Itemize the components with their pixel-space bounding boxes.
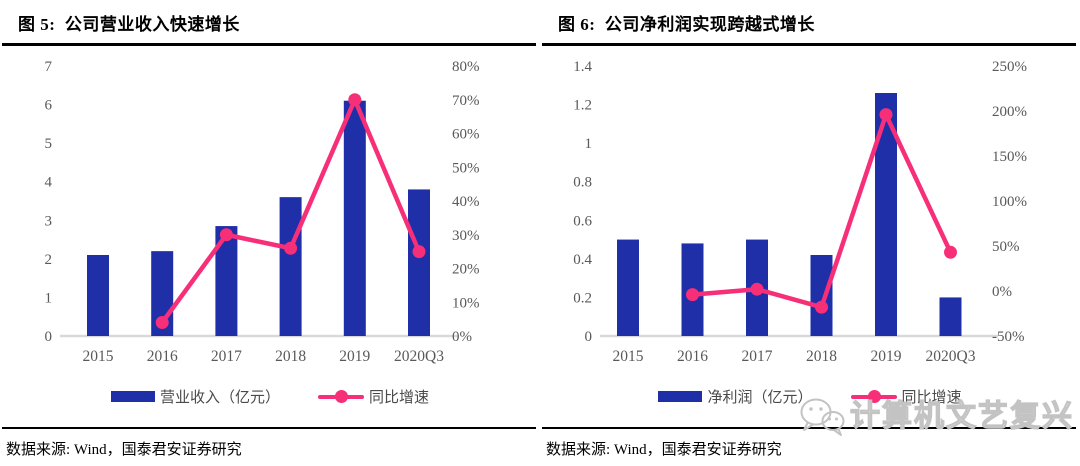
svg-text:100%: 100%	[992, 194, 1027, 210]
svg-text:2020Q3: 2020Q3	[394, 348, 444, 365]
svg-text:0: 0	[45, 329, 53, 345]
svg-text:1: 1	[45, 290, 53, 306]
svg-text:5: 5	[45, 136, 53, 152]
svg-text:0.8: 0.8	[573, 175, 592, 191]
svg-text:50%: 50%	[992, 239, 1020, 255]
panel-figure6: 图 6: 公司净利润实现跨越式增长 0 0.2 0.4 0.6 0.8 1 1.2 1.4 -5…	[540, 0, 1080, 466]
svg-text:1: 1	[585, 136, 593, 152]
svg-text:2019: 2019	[339, 348, 370, 365]
svg-text:200%: 200%	[992, 104, 1027, 120]
figure5-source: 数据来源: Wind，国泰君安证券研究	[2, 427, 536, 466]
svg-text:0: 0	[585, 329, 593, 345]
legend-item-revenue: 营业收入（亿元）	[110, 386, 280, 407]
line-swatch-icon	[318, 390, 364, 403]
panel-figure5: 图 5: 公司营业收入快速增长 0 1 2 3 4 5 6 7 0% 10% 20% 30% 40% 50…	[0, 8, 540, 466]
svg-text:20%: 20%	[452, 262, 480, 278]
svg-text:2015: 2015	[83, 348, 114, 365]
line-swatch-icon	[850, 390, 897, 403]
svg-text:2017: 2017	[211, 348, 242, 365]
svg-text:0.6: 0.6	[573, 213, 592, 229]
svg-text:70%: 70%	[452, 93, 480, 109]
legend-label-revenue: 营业收入（亿元）	[159, 390, 280, 406]
legend-label-yoy-growth: 同比增速	[369, 390, 430, 406]
svg-text:60%: 60%	[452, 127, 480, 143]
svg-text:2017: 2017	[742, 348, 773, 365]
svg-text:3: 3	[45, 213, 53, 229]
legend-label-yoy-growth: 同比增速	[901, 390, 962, 406]
svg-text:50%: 50%	[452, 160, 480, 176]
figure5-legend: 营业收入（亿元） 同比增速	[0, 386, 540, 407]
svg-text:150%: 150%	[992, 149, 1027, 165]
figure6-legend: 净利润（亿元） 同比增速	[540, 386, 1080, 407]
svg-text:1.4: 1.4	[573, 59, 592, 75]
svg-text:2016: 2016	[147, 348, 178, 365]
svg-text:1.2: 1.2	[573, 98, 592, 114]
legend-item-net-profit: 净利润（亿元）	[658, 386, 813, 407]
figure5-title: 图 5: 公司营业收入快速增长	[2, 8, 536, 46]
svg-text:10%: 10%	[452, 295, 480, 311]
svg-text:4: 4	[45, 175, 53, 191]
legend-item-yoy-growth: 同比增速	[318, 386, 429, 407]
bar-swatch-icon	[110, 391, 155, 402]
legend-item-yoy-growth: 同比增速	[850, 386, 962, 407]
svg-text:2: 2	[45, 252, 53, 268]
svg-text:2016: 2016	[677, 348, 708, 365]
figure6-title: 图 6: 公司净利润实现跨越式增长	[542, 8, 1076, 46]
legend-label-net-profit: 净利润（亿元）	[707, 390, 813, 406]
svg-text:80%: 80%	[452, 59, 480, 75]
svg-text:0%: 0%	[452, 329, 472, 345]
svg-text:6: 6	[45, 98, 53, 114]
figure6-source: 数据来源: Wind，国泰君安证券研究	[542, 427, 1076, 466]
svg-text:40%: 40%	[452, 194, 480, 210]
net-profit-chart-canvas: 0 0.2 0.4 0.6 0.8 1 1.2 1.4 -50% 0% 50% 100% 150% 200…	[573, 59, 1027, 365]
svg-text:250%: 250%	[992, 59, 1027, 75]
svg-text:0.2: 0.2	[573, 290, 592, 306]
bar-swatch-icon	[658, 391, 703, 402]
svg-text:0.4: 0.4	[573, 252, 592, 268]
svg-text:2015: 2015	[613, 348, 644, 365]
svg-text:2018: 2018	[806, 348, 837, 365]
svg-text:2019: 2019	[871, 348, 902, 365]
svg-text:2018: 2018	[275, 348, 306, 365]
svg-text:-50%: -50%	[992, 329, 1025, 345]
svg-text:2020Q3: 2020Q3	[926, 348, 976, 365]
svg-text:30%: 30%	[452, 228, 480, 244]
svg-text:0%: 0%	[992, 284, 1012, 300]
svg-text:7: 7	[45, 59, 53, 75]
